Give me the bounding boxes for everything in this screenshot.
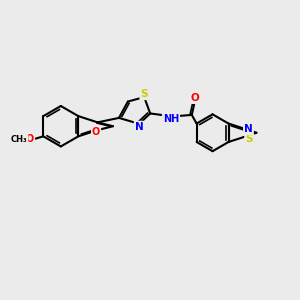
Text: NH: NH [163,114,179,124]
Text: N: N [244,124,253,134]
Text: CH₃: CH₃ [11,135,28,144]
Text: O: O [190,93,199,103]
Text: S: S [140,89,148,99]
Text: S: S [245,134,253,144]
Text: O: O [26,134,34,144]
Text: O: O [92,127,100,137]
Text: N: N [135,122,143,132]
